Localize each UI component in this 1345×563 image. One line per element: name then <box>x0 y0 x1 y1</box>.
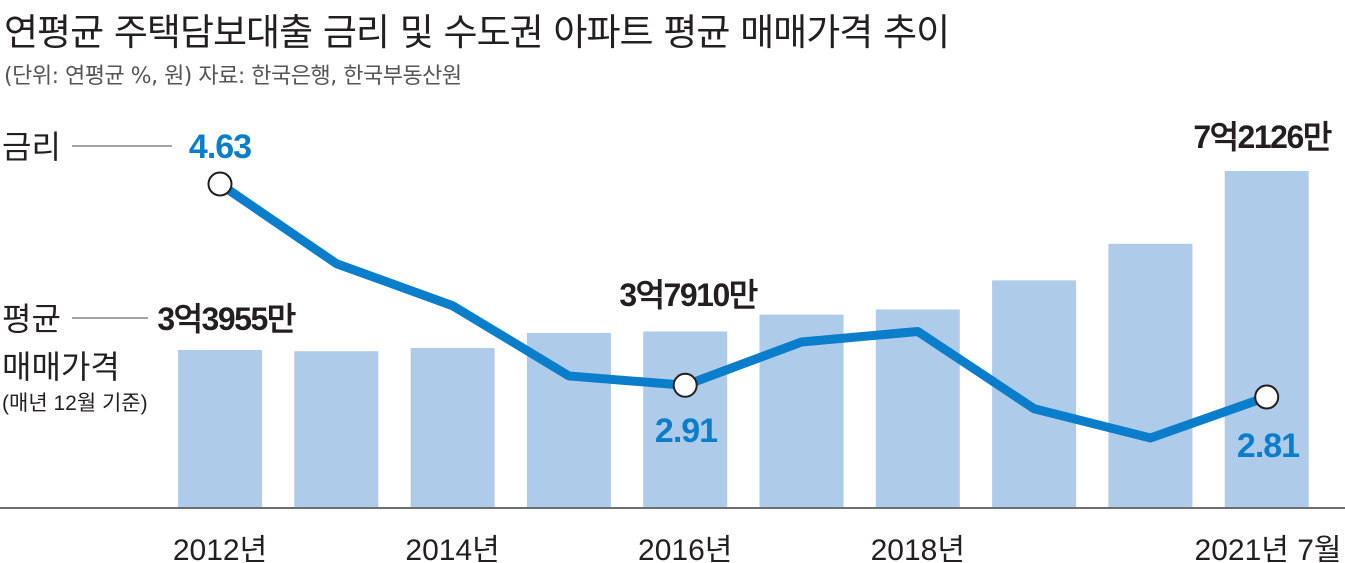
rate-data-label: 2.91 <box>655 412 717 450</box>
legend-rate-label: 금리 <box>2 129 61 165</box>
x-tick-labels: 2012년 2014년 2016년 2018년 2021년 7월 <box>173 534 1342 563</box>
price-data-label: 3억3955만 <box>157 301 295 337</box>
price-data-label: 3억7910만 <box>619 277 757 313</box>
price-bar-2014 <box>410 347 495 508</box>
x-tick-label: 2012년 <box>173 534 267 563</box>
rate-marker-2012 <box>207 171 233 197</box>
rate-data-label: 4.63 <box>189 128 251 166</box>
rate-data-label: 2.81 <box>1237 427 1299 465</box>
x-tick-label: 2018년 <box>871 534 965 563</box>
price-bars <box>178 171 1309 509</box>
data-labels: 4.63 2.91 2.81 3억3955만 3억7910만 7억2126만 <box>157 119 1333 465</box>
price-bar-2012 <box>178 350 262 508</box>
x-tick-label: 2014년 <box>405 534 499 563</box>
price-bar-2017 <box>759 314 844 508</box>
chart-title: 연평균 주택담보대출 금리 및 수도권 아파트 평균 매매가격 추이 <box>4 11 950 54</box>
chart-subtitle: (단위: 연평균 %, 원) 자료: 한국은행, 한국부동산원 <box>4 64 462 89</box>
legend-price-note: (매년 12월 기준) <box>2 392 148 415</box>
x-tick-label: 2021년 7월 <box>1195 534 1342 563</box>
price-bar-2016 <box>643 331 728 508</box>
rate-marker-2016 <box>672 372 698 398</box>
price-bar-2013 <box>294 351 379 508</box>
rate-line <box>207 171 1280 443</box>
x-tick-label: 2016년 <box>638 534 732 563</box>
legend-price-label-line2: 매매가격 <box>2 349 120 385</box>
rate-marker-2021.7 <box>1254 384 1280 410</box>
price-bar-2018 <box>875 309 960 508</box>
price-bar-2020 <box>1108 243 1193 509</box>
legend-price-label-line1: 평균 <box>2 301 61 337</box>
rate-line-path <box>215 179 1272 443</box>
price-data-label: 7억2126만 <box>1193 119 1331 155</box>
price-bar-2021.7 <box>1224 171 1309 508</box>
